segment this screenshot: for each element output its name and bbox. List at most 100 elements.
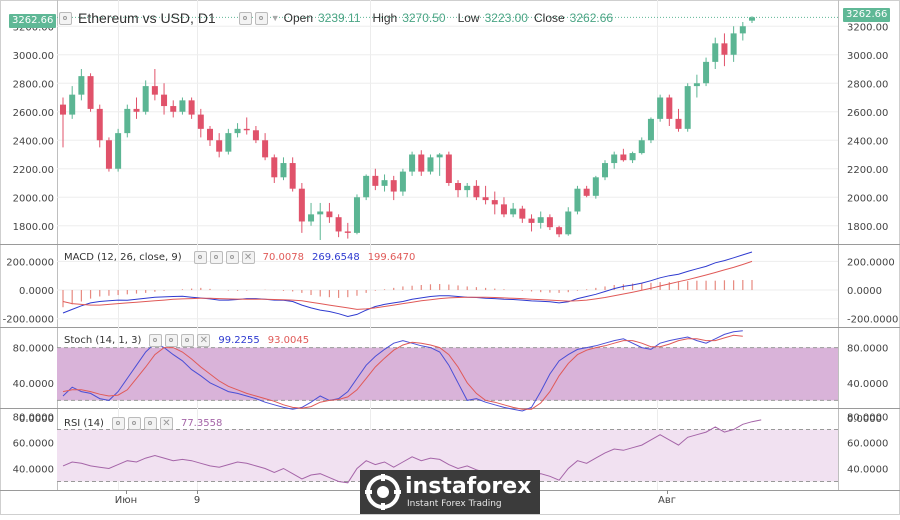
stoch-value-1: 99.2255: [218, 335, 260, 346]
rsi-tick-label-left: 60.0000: [13, 439, 54, 450]
high-label: High: [372, 11, 398, 25]
candle-body: [317, 211, 324, 215]
rsi-close-icon[interactable]: ✕: [159, 417, 173, 430]
candle-body: [344, 231, 351, 233]
candle-body: [289, 163, 296, 189]
macd-tick-label-left: -200.0000: [3, 315, 54, 326]
candle-body: [712, 43, 719, 62]
candle-body: [445, 154, 452, 183]
candle-body: [500, 204, 507, 215]
candle-body: [546, 217, 553, 228]
watermark-tagline: Instant Forex Trading: [407, 498, 502, 509]
candle-body: [142, 86, 149, 112]
stoch-tick-label-right: 0.0000: [847, 414, 882, 425]
price-tick-label-right: 1800.00: [847, 222, 888, 233]
price-tick-label-left: 3000.00: [13, 51, 54, 62]
candle-body: [556, 227, 563, 235]
macd-close-icon[interactable]: ✕: [241, 251, 255, 264]
candle-body: [335, 217, 342, 232]
stoch-tick-label-right: 40.0000: [847, 379, 888, 390]
candle-body: [225, 133, 232, 152]
macd-tick-label-right: -200.0000: [847, 315, 898, 326]
price-tick-label-right: 2400.00: [847, 136, 888, 147]
rsi-tick-label-left: 80.0000: [13, 413, 54, 424]
stoch-gear-icon[interactable]: [181, 334, 195, 347]
candle-body: [363, 175, 370, 198]
candle-body: [60, 104, 66, 115]
price-tick-label-left: 1800.00: [13, 222, 54, 233]
candle-body: [243, 128, 250, 131]
stoch-header: Stoch (14, 1, 3) ✕ 99.2255 93.0045: [64, 334, 309, 347]
price-tick-label-right: 3000.00: [847, 51, 888, 62]
candle-body: [280, 163, 287, 178]
candle-body: [308, 214, 315, 222]
candle-body: [206, 128, 213, 141]
candle-body: [647, 118, 654, 141]
stoch-close-icon[interactable]: ✕: [197, 334, 211, 347]
time-axis-label: Авг: [658, 495, 676, 506]
time-axis-label: 9: [194, 495, 200, 506]
candle-body: [730, 33, 737, 55]
close-value: 3262.66: [569, 11, 614, 25]
candle-body: [124, 108, 131, 134]
macd-eye-icon[interactable]: [209, 251, 223, 264]
macd-signal-line: [62, 260, 753, 310]
candle-body: [528, 218, 535, 223]
stoch-tick-label-right: 80.0000: [847, 344, 888, 355]
macd-gear-icon[interactable]: [225, 251, 239, 264]
candle-body: [69, 94, 76, 115]
candle-body: [197, 114, 204, 129]
candle-body: [179, 100, 186, 112]
settings-icon[interactable]: [238, 11, 252, 25]
candle-body: [703, 61, 710, 84]
rsi-tick-label-right: 40.0000: [847, 465, 888, 476]
macd-settings-icon[interactable]: [193, 251, 207, 264]
candle-body: [583, 188, 590, 196]
candle-body: [436, 154, 443, 158]
macd-value-3: 199.6470: [367, 252, 416, 263]
collapse-icon[interactable]: [59, 11, 72, 25]
candle-body: [115, 133, 122, 169]
candle-body: [455, 183, 462, 191]
candle-body: [161, 94, 168, 107]
rsi-eye-icon[interactable]: [127, 417, 141, 430]
macd-header: MACD (12, 26, close, 9) ✕ 70.0078 269.65…: [64, 251, 415, 264]
eye-icon[interactable]: [254, 11, 268, 25]
candle-body: [427, 157, 434, 172]
candle-body: [390, 180, 397, 192]
candle-body: [638, 140, 645, 154]
candle-body: [749, 17, 755, 21]
low-label: Low: [457, 11, 480, 25]
instaforex-logo-icon: [365, 474, 401, 510]
rsi-settings-icon[interactable]: [111, 417, 125, 430]
rsi-gear-icon[interactable]: [143, 417, 157, 430]
candle-body: [675, 118, 682, 129]
candle-body: [491, 200, 498, 205]
high-value: 3270.50: [402, 11, 446, 25]
candle-body: [565, 211, 572, 235]
price-tick-label-right: 2200.00: [847, 165, 888, 176]
candle-body: [188, 100, 195, 115]
stoch-eye-icon[interactable]: [165, 334, 179, 347]
current-price-badge-right: 3262.66: [843, 8, 891, 22]
candle-body: [105, 140, 112, 169]
macd-tick-label-right: 0.0000: [847, 286, 882, 297]
rsi-tick-label-right: 80.0000: [847, 413, 888, 424]
candle-body: [620, 154, 627, 161]
price-tick-label-right: 2800.00: [847, 79, 888, 90]
macd-value-2: 269.6548: [311, 252, 360, 263]
candle-body: [537, 217, 544, 223]
candle-body: [693, 83, 700, 87]
candle-body: [399, 171, 406, 192]
macd-name: MACD (12, 26, close, 9): [64, 252, 182, 263]
stoch-band: [57, 347, 838, 401]
candle-body: [602, 163, 609, 178]
stoch-settings-icon[interactable]: [149, 334, 163, 347]
chevron-down-icon[interactable]: ▼: [270, 13, 280, 23]
macd-tick-label-right: 200.0000: [847, 257, 895, 268]
open-value: 3239.11: [318, 11, 361, 25]
candle-body: [592, 177, 599, 196]
macd-line: [62, 251, 753, 318]
rsi-tick-label-left: 40.0000: [13, 465, 54, 476]
price-tick-label-left: 2400.00: [13, 136, 54, 147]
